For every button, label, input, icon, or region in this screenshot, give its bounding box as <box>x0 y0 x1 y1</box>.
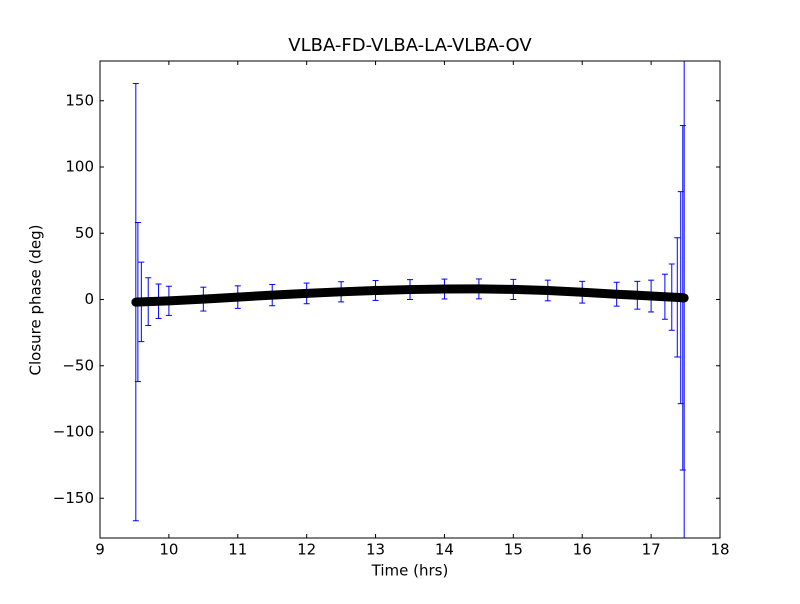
y-tick-label: −100 <box>53 423 94 441</box>
data-point <box>143 297 153 307</box>
x-tick-label: 12 <box>297 541 316 559</box>
data-point <box>508 284 518 294</box>
x-tick-label: 11 <box>228 541 247 559</box>
chart-title: VLBA-FD-VLBA-LA-VLBA-OV <box>288 35 532 56</box>
y-tick-label: 0 <box>84 290 94 308</box>
data-point <box>371 285 381 295</box>
data-point <box>577 287 587 297</box>
x-tick-label: 15 <box>504 541 523 559</box>
y-axis-label: Closure phase (deg) <box>27 225 45 376</box>
y-tick-label: 50 <box>75 224 94 242</box>
y-tick-label: −50 <box>62 356 94 374</box>
data-point <box>474 284 484 294</box>
data-point <box>233 292 243 302</box>
data-point <box>660 292 670 302</box>
data-point <box>612 289 622 299</box>
x-tick-label: 16 <box>573 541 592 559</box>
data-point <box>632 290 642 300</box>
x-tick-label: 17 <box>642 541 661 559</box>
data-point <box>267 290 277 300</box>
y-tick-label: 150 <box>65 91 94 109</box>
plot-area <box>131 61 689 538</box>
x-axis-label: Time (hrs) <box>371 562 449 580</box>
data-point <box>154 296 164 306</box>
data-point <box>136 297 146 307</box>
data-point <box>439 284 449 294</box>
data-point <box>679 293 689 303</box>
data-point <box>336 287 346 297</box>
x-tick-label: 9 <box>95 541 105 559</box>
data-point <box>164 296 174 306</box>
data-point <box>198 294 208 304</box>
x-tick-label: 10 <box>159 541 178 559</box>
x-tick-label: 14 <box>435 541 454 559</box>
data-point <box>405 285 415 295</box>
data-point <box>646 291 656 301</box>
x-tick-label: 18 <box>710 541 729 559</box>
x-tick-label: 13 <box>366 541 385 559</box>
y-tick-label: −150 <box>53 489 94 507</box>
data-point <box>302 288 312 298</box>
data-point <box>543 285 553 295</box>
y-tick-label: 100 <box>65 158 94 176</box>
